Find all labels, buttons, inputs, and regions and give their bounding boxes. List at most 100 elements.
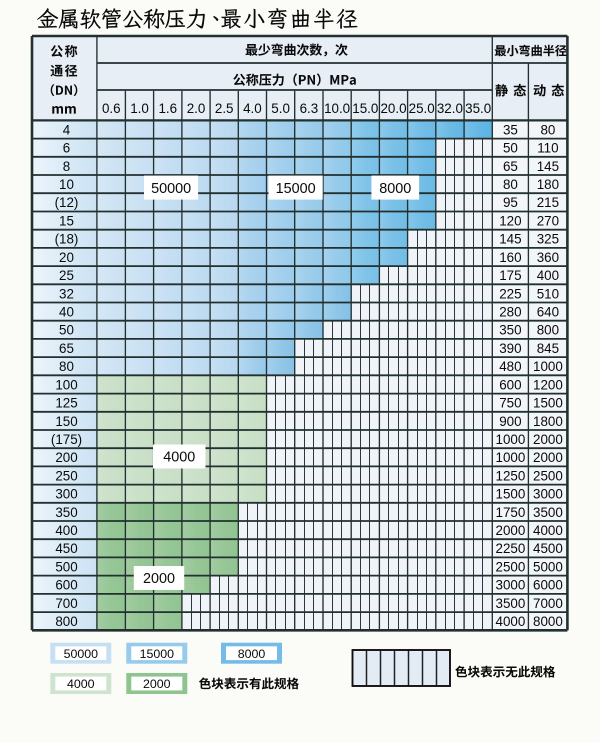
svg-text:160: 160 [499, 250, 521, 265]
svg-text:1.6: 1.6 [158, 101, 177, 116]
svg-text:10.0: 10.0 [324, 101, 350, 116]
svg-text:510: 510 [537, 286, 559, 301]
svg-text:800: 800 [55, 614, 77, 629]
svg-text:390: 390 [499, 341, 521, 356]
svg-text:145: 145 [537, 159, 559, 174]
svg-text:600: 600 [55, 578, 77, 593]
svg-text:20.0: 20.0 [380, 101, 406, 116]
svg-text:4500: 4500 [533, 541, 563, 556]
svg-text:3500: 3500 [496, 596, 526, 611]
svg-text:350: 350 [55, 505, 77, 520]
svg-text:1.0: 1.0 [130, 101, 149, 116]
svg-text:0.6: 0.6 [102, 101, 121, 116]
svg-text:25: 25 [59, 268, 74, 283]
svg-text:2.5: 2.5 [215, 101, 234, 116]
svg-text:325: 325 [537, 232, 559, 247]
svg-text:845: 845 [537, 341, 559, 356]
svg-text:7000: 7000 [533, 596, 563, 611]
svg-text:15000: 15000 [276, 181, 316, 197]
svg-text:15.0: 15.0 [352, 101, 378, 116]
svg-text:500: 500 [55, 559, 77, 574]
svg-text:150: 150 [55, 414, 77, 429]
svg-text:1200: 1200 [533, 377, 563, 392]
svg-text:4000: 4000 [67, 677, 95, 691]
svg-text:50: 50 [59, 323, 74, 338]
svg-text:300: 300 [55, 487, 77, 502]
svg-text:2.0: 2.0 [187, 101, 206, 116]
svg-text:1800: 1800 [533, 414, 563, 429]
svg-text:50000: 50000 [151, 181, 191, 197]
svg-text:4000: 4000 [496, 614, 526, 629]
svg-text:8000: 8000 [379, 181, 411, 197]
svg-text:280: 280 [499, 305, 521, 320]
svg-text:1000: 1000 [496, 450, 526, 465]
svg-text:8000: 8000 [533, 614, 563, 629]
svg-text:15: 15 [59, 214, 74, 229]
svg-text:480: 480 [499, 359, 521, 374]
svg-text:2000: 2000 [143, 677, 171, 691]
svg-text:2500: 2500 [496, 559, 526, 574]
svg-text:1250: 1250 [496, 468, 526, 483]
svg-text:800: 800 [537, 323, 559, 338]
svg-text:6.3: 6.3 [300, 101, 319, 116]
svg-text:175: 175 [499, 268, 521, 283]
svg-text:900: 900 [499, 414, 521, 429]
svg-text:10: 10 [59, 177, 74, 192]
svg-text:2000: 2000 [143, 571, 175, 587]
svg-text:40: 40 [59, 305, 74, 320]
svg-text:270: 270 [537, 214, 559, 229]
svg-text:4.0: 4.0 [243, 101, 262, 116]
svg-text:700: 700 [55, 596, 77, 611]
svg-text:5.0: 5.0 [271, 101, 290, 116]
svg-text:180: 180 [537, 177, 559, 192]
svg-text:225: 225 [499, 286, 521, 301]
svg-text:350: 350 [499, 323, 521, 338]
svg-text:80: 80 [59, 359, 74, 374]
svg-text:8: 8 [63, 159, 70, 174]
svg-text:100: 100 [55, 377, 77, 392]
svg-text:2000: 2000 [533, 432, 563, 447]
svg-text:2000: 2000 [533, 450, 563, 465]
svg-text:6: 6 [63, 141, 70, 156]
svg-text:80: 80 [503, 177, 518, 192]
svg-text:2250: 2250 [496, 541, 526, 556]
svg-text:1000: 1000 [496, 432, 526, 447]
svg-text:200: 200 [55, 450, 77, 465]
svg-text:4: 4 [63, 122, 71, 137]
svg-text:3000: 3000 [533, 487, 563, 502]
svg-text:640: 640 [537, 305, 559, 320]
svg-text:35.0: 35.0 [465, 101, 491, 116]
svg-text:400: 400 [55, 523, 77, 538]
svg-text:2000: 2000 [496, 523, 526, 538]
svg-text:(12): (12) [55, 195, 79, 210]
svg-text:3000: 3000 [496, 578, 526, 593]
svg-text:120: 120 [499, 214, 521, 229]
svg-text:450: 450 [55, 541, 77, 556]
svg-text:400: 400 [537, 268, 559, 283]
svg-text:360: 360 [537, 250, 559, 265]
svg-text:20: 20 [59, 250, 74, 265]
svg-text:5000: 5000 [533, 559, 563, 574]
svg-text:50000: 50000 [64, 647, 99, 661]
svg-text:1500: 1500 [533, 396, 563, 411]
svg-text:(18): (18) [55, 232, 79, 247]
svg-text:15000: 15000 [140, 647, 175, 661]
svg-text:65: 65 [59, 341, 74, 356]
svg-text:25.0: 25.0 [409, 101, 435, 116]
svg-text:95: 95 [503, 195, 518, 210]
svg-text:50: 50 [503, 141, 518, 156]
svg-text:4000: 4000 [533, 523, 563, 538]
svg-text:250: 250 [55, 468, 77, 483]
svg-text:32: 32 [59, 286, 74, 301]
svg-text:(175): (175) [51, 432, 82, 447]
svg-text:65: 65 [503, 159, 518, 174]
svg-text:80: 80 [540, 122, 555, 137]
svg-text:110: 110 [537, 141, 558, 156]
svg-text:1750: 1750 [496, 505, 526, 520]
svg-text:4000: 4000 [163, 450, 195, 466]
svg-text:145: 145 [499, 232, 521, 247]
svg-text:2500: 2500 [533, 468, 563, 483]
svg-text:35: 35 [503, 122, 518, 137]
svg-text:750: 750 [499, 396, 521, 411]
svg-text:32.0: 32.0 [437, 101, 463, 116]
